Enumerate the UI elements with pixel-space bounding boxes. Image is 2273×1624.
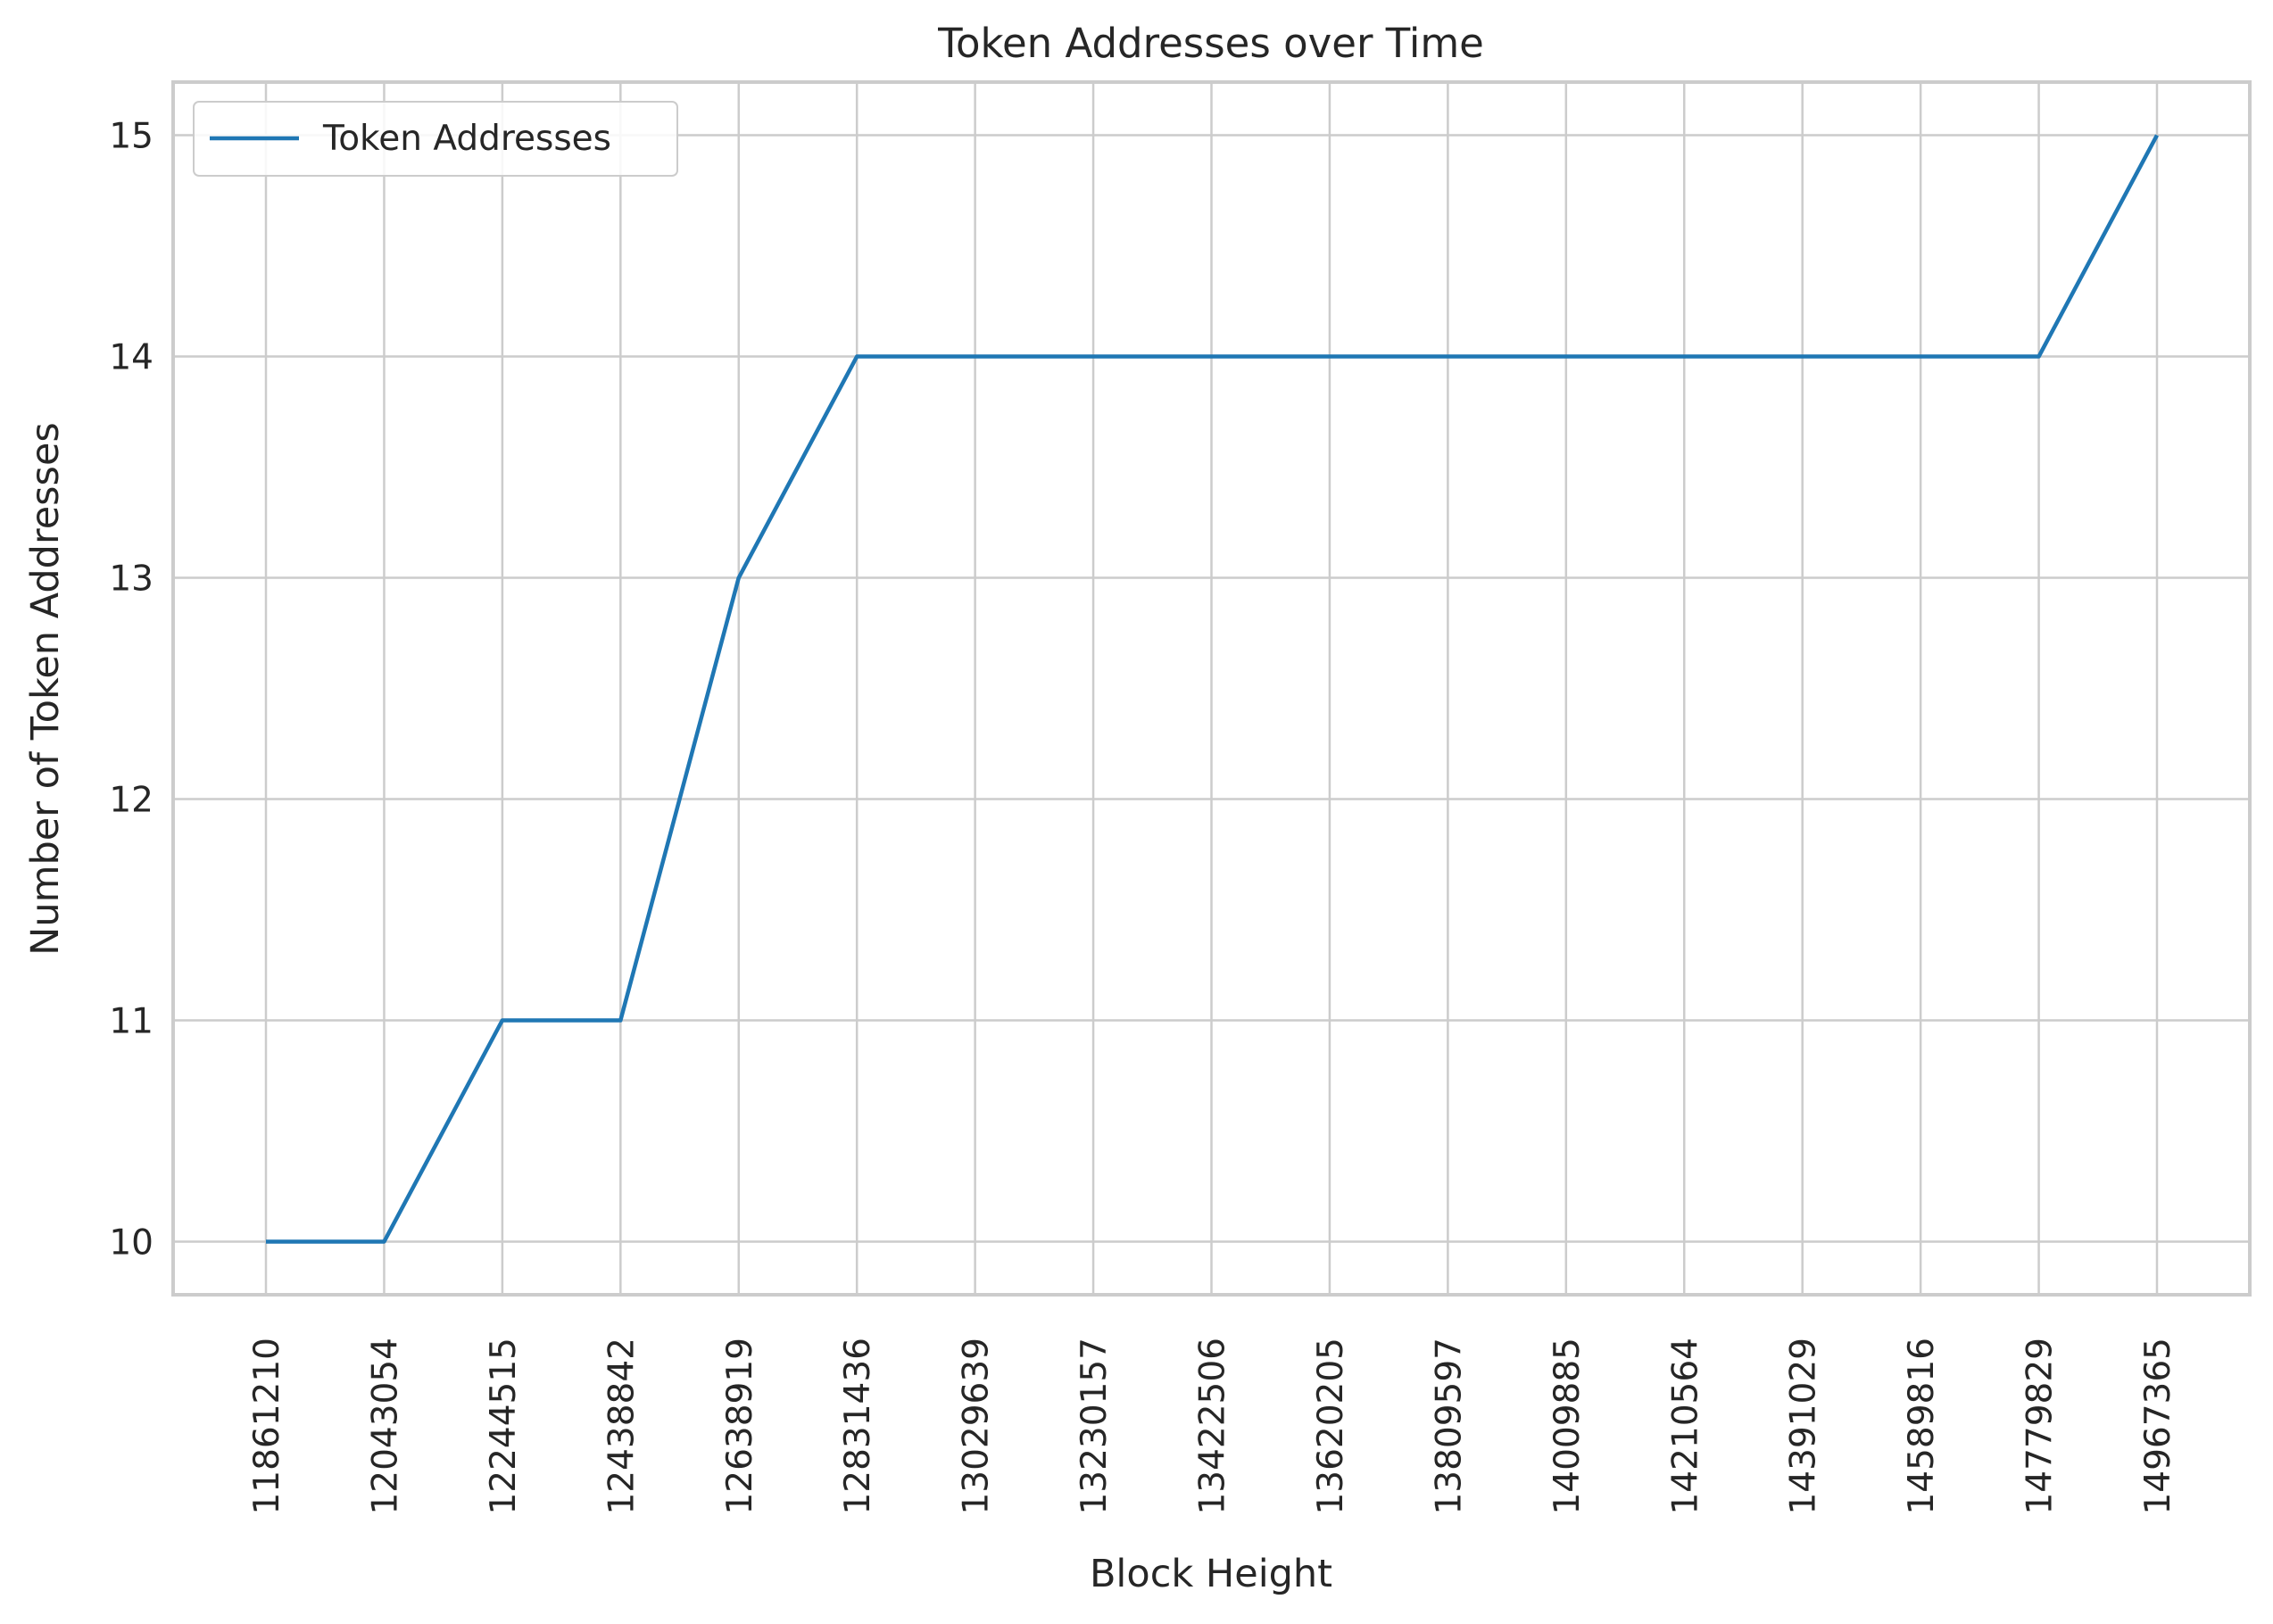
grid — [173, 82, 2250, 1295]
x-tick-label: 12638919 — [720, 1338, 760, 1515]
x-axis-label: Block Height — [1090, 1552, 1332, 1596]
x-tick-labels: 11861210 12043054 12244515 12438842 12638919… — [247, 1338, 2178, 1515]
series-layer — [265, 134, 2159, 1244]
y-axis-label: Number of Token Addresses — [23, 422, 68, 956]
legend: Token Addresses — [193, 101, 678, 177]
x-tick-label: 13620205 — [1311, 1338, 1351, 1515]
x-tick-label: 11861210 — [247, 1338, 287, 1515]
x-tick-label: 12438842 — [601, 1338, 642, 1515]
x-tick-label: 12831436 — [838, 1338, 878, 1515]
y-tick-label: 10 — [109, 1222, 153, 1263]
x-tick-label: 14009885 — [1547, 1338, 1588, 1515]
y-tick-labels: 10 11 12 13 14 15 — [109, 117, 153, 1264]
y-tick-label: 11 — [109, 1001, 153, 1041]
x-tick-label: 13029639 — [957, 1338, 997, 1515]
y-tick-label: 15 — [109, 117, 153, 157]
x-tick-label: 14391029 — [1784, 1338, 1824, 1515]
plot-frame — [171, 80, 2252, 1297]
x-tick-label: 12043054 — [365, 1338, 405, 1515]
x-tick-label: 12244515 — [484, 1338, 524, 1515]
x-tick-label: 13422506 — [1193, 1338, 1233, 1515]
chart-title: Token Addresses over Time — [937, 20, 1484, 67]
legend-label: Token Addresses — [322, 119, 611, 159]
y-tick-label: 13 — [109, 559, 153, 600]
x-tick-label: 13809597 — [1429, 1338, 1469, 1515]
y-tick-label: 14 — [109, 338, 153, 378]
x-tick-label: 14779829 — [2020, 1338, 2061, 1515]
x-tick-label: 14210564 — [1665, 1338, 1705, 1515]
x-tick-label: 13230157 — [1074, 1338, 1115, 1515]
legend-box — [193, 101, 678, 177]
x-tick-label: 14967365 — [2138, 1338, 2178, 1515]
y-tick-label: 12 — [109, 780, 153, 820]
x-tick-label: 14589816 — [1902, 1338, 1942, 1515]
